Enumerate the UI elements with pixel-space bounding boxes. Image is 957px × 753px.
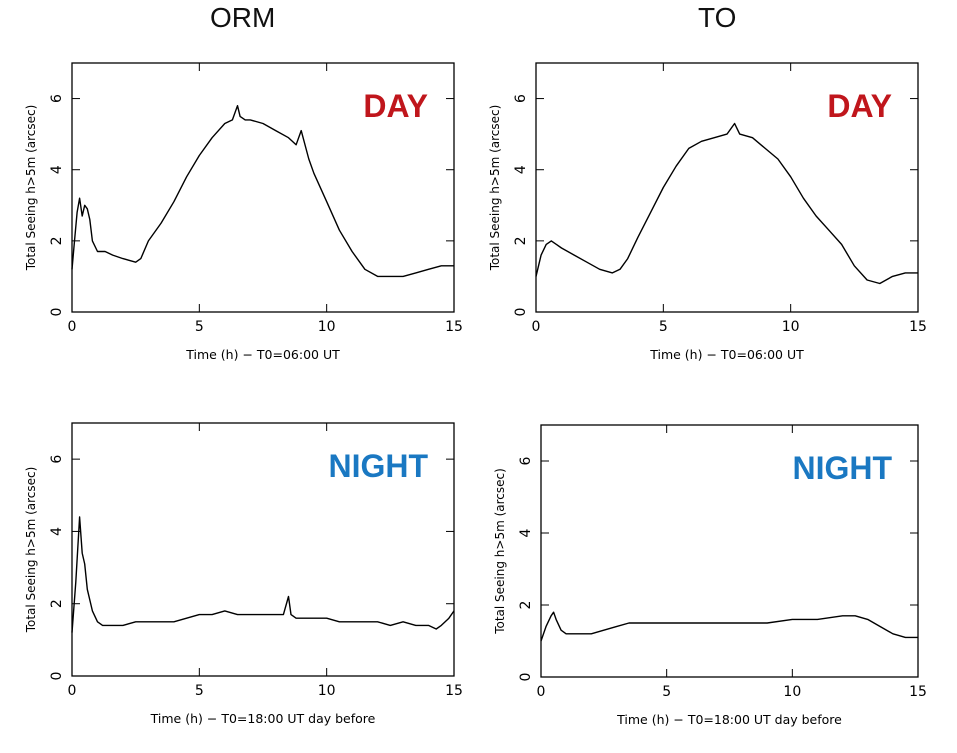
chart-2-x-axis-label: Time (h) − T0=06:00 UT — [649, 347, 804, 362]
chart-3-x-axis-label: Time (h) − T0=18:00 UT day before — [150, 711, 376, 726]
chart-1-y-tick-label: 6 — [49, 94, 65, 103]
chart-3-seeing-series-line — [71, 516, 455, 633]
chart-3-y-tick-label: 6 — [49, 455, 65, 464]
chart-2-x-tick-label: 0 — [532, 319, 541, 335]
chart-1-x-tick-label: 10 — [318, 319, 336, 335]
chart-2-y-tick-label: 6 — [513, 94, 529, 103]
chart-3-x-tick-label: 15 — [445, 683, 463, 699]
column-title-to: TO — [698, 2, 737, 33]
chart-1-period-annotation: DAY — [363, 88, 428, 124]
chart-4-x-tick-label: 0 — [537, 684, 546, 700]
chart-3-y-axis-label: Total Seeing h>5m (arcsec) — [24, 467, 38, 634]
chart-1-y-axis-label: Total Seeing h>5m (arcsec) — [24, 105, 38, 272]
chart-1-y-tick-label: 0 — [49, 308, 65, 317]
chart-3-x-tick-label: 10 — [318, 683, 336, 699]
chart-3-x-tick-label: 0 — [68, 683, 77, 699]
chart-1-y-tick-label: 2 — [49, 236, 65, 245]
chart-4-seeing-series-line — [540, 611, 918, 642]
chart-3-period-annotation: NIGHT — [328, 448, 428, 484]
chart-4-frame — [540, 424, 919, 678]
chart-1-x-tick-label: 15 — [445, 319, 463, 335]
chart-4-x-tick-label: 15 — [909, 684, 927, 700]
chart-4-x-axis-label: Time (h) − T0=18:00 UT day before — [616, 712, 842, 727]
chart-4-y-axis-label: Total Seeing h>5m (arcsec) — [493, 468, 507, 635]
chart-2-frame — [535, 62, 919, 313]
chart-3-y-tick-label: 2 — [49, 599, 65, 608]
chart-1-x-tick-label: 0 — [68, 319, 77, 335]
chart-1-x-tick-label: 5 — [195, 319, 204, 335]
chart-1-frame — [71, 62, 455, 313]
column-title-orm: ORM — [210, 2, 276, 33]
chart-2-y-tick-label: 2 — [513, 236, 529, 245]
chart-2-seeing-series-line — [535, 122, 918, 285]
chart-2-y-axis-label: Total Seeing h>5m (arcsec) — [488, 105, 502, 272]
chart-2-x-tick-label: 15 — [909, 319, 927, 335]
chart-1-y-tick-label: 4 — [49, 165, 65, 174]
chart-4-y-tick-label: 6 — [518, 456, 534, 465]
chart-3-y-tick-label: 0 — [49, 672, 65, 681]
chart-4-y-tick-label: 2 — [518, 601, 534, 610]
chart-4-x-tick-label: 10 — [783, 684, 801, 700]
chart-1-x-axis-label: Time (h) − T0=06:00 UT — [185, 347, 340, 362]
chart-3-y-tick-label: 4 — [49, 527, 65, 536]
chart-2-x-tick-label: 10 — [782, 319, 800, 335]
chart-3-frame — [71, 422, 455, 677]
chart-4-y-tick-label: 0 — [518, 673, 534, 682]
chart-3-x-tick-label: 5 — [195, 683, 204, 699]
chart-2-period-annotation: DAY — [827, 88, 892, 124]
chart-4-period-annotation: NIGHT — [792, 450, 892, 486]
chart-2-x-tick-label: 5 — [659, 319, 668, 335]
chart-2-y-tick-label: 0 — [513, 308, 529, 317]
chart-2-y-tick-label: 4 — [513, 165, 529, 174]
chart-1-seeing-series-line — [71, 104, 454, 278]
chart-4-x-tick-label: 5 — [662, 684, 671, 700]
chart-4-y-tick-label: 4 — [518, 528, 534, 537]
